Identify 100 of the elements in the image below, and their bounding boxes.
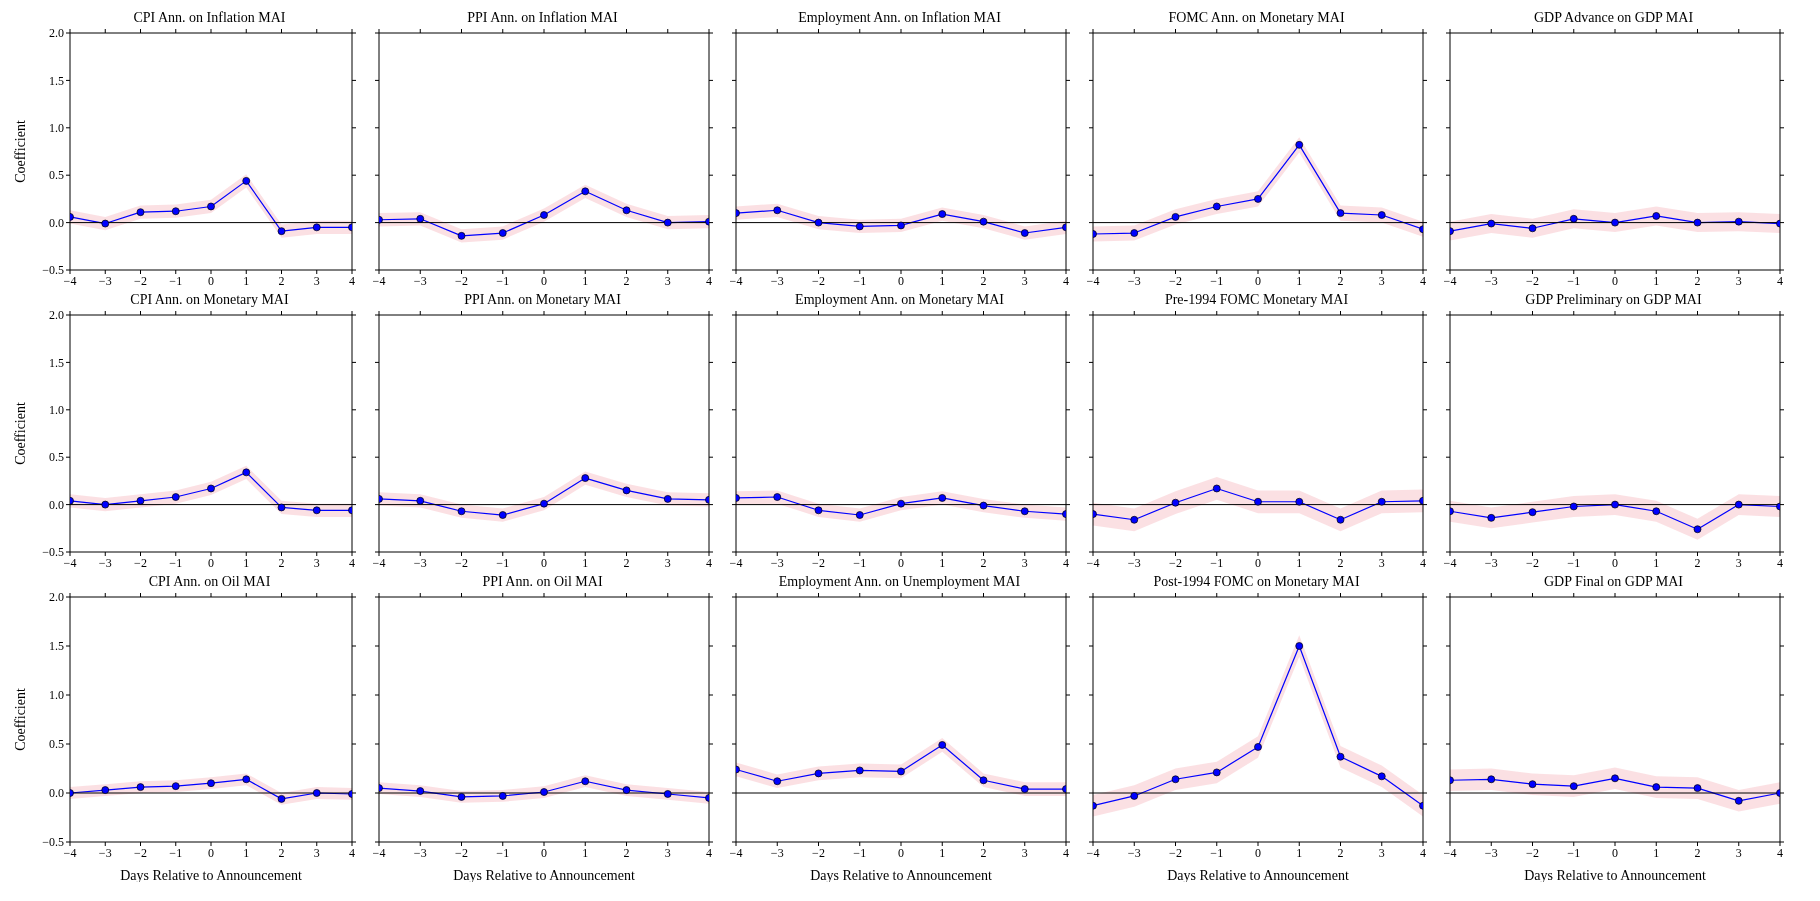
x-tick-label: 2 — [623, 555, 630, 570]
x-tick-label: 4 — [349, 555, 355, 570]
x-tick-label: −1 — [496, 273, 510, 288]
x-tick-label: 4 — [1420, 273, 1426, 288]
x-tick-label: 0 — [1612, 845, 1618, 860]
x-tick-label: 3 — [313, 555, 320, 570]
y-tick-label: −0.5 — [42, 545, 64, 560]
x-tick-label: 4 — [706, 273, 712, 288]
x-tick-label: 4 — [706, 555, 712, 570]
x-tick-label: −3 — [1484, 555, 1498, 570]
y-tick-label: 2.0 — [49, 590, 64, 605]
y-tick-label: 0.0 — [49, 786, 64, 801]
x-tick-label: −1 — [853, 555, 867, 570]
x-tick-label: 0 — [541, 273, 547, 288]
x-tick-label: 1 — [1653, 273, 1660, 288]
x-tick-label: 1 — [582, 555, 589, 570]
x-tick-label: 3 — [1378, 845, 1385, 860]
x-tick-label: −4 — [1443, 555, 1457, 570]
x-tick-label: 2 — [278, 845, 285, 860]
x-tick-label: −3 — [1127, 555, 1141, 570]
x-tick-label: 4 — [1420, 555, 1426, 570]
x-tick-label: −3 — [413, 273, 427, 288]
x-tick-label: 0 — [1255, 845, 1261, 860]
x-tick-label: 1 — [939, 273, 946, 288]
x-tick-label: 1 — [1296, 845, 1303, 860]
x-tick-label: 4 — [1777, 555, 1783, 570]
x-tick-label: −2 — [1526, 273, 1539, 288]
chart-title: CPI Ann. on Oil MAI — [147, 573, 272, 591]
x-tick-label: 4 — [706, 845, 712, 860]
x-tick-label: −3 — [1484, 845, 1498, 860]
x-tick-label: 1 — [243, 845, 250, 860]
y-tick-label: 0.5 — [49, 168, 64, 183]
x-tick-label: −1 — [1210, 845, 1224, 860]
y-tick-label: 1.5 — [49, 73, 64, 88]
x-tick-label: −4 — [1443, 845, 1457, 860]
chart-title: PPI Ann. on Oil MAI — [481, 573, 604, 591]
x-tick-label: 2 — [980, 555, 987, 570]
x-tick-label: 2 — [1694, 845, 1701, 860]
x-tick-label: −4 — [372, 845, 386, 860]
x-tick-label: 1 — [582, 273, 589, 288]
x-tick-label: −2 — [1169, 845, 1182, 860]
chart-title: Pre-1994 FOMC Monetary MAI — [1163, 291, 1350, 309]
x-tick-label: 3 — [1735, 845, 1742, 860]
x-tick-label: −4 — [1086, 555, 1100, 570]
x-tick-label: −3 — [98, 273, 112, 288]
x-tick-label: −4 — [63, 273, 77, 288]
x-tick-label: 3 — [313, 273, 320, 288]
x-tick-label: −4 — [729, 273, 743, 288]
x-tick-label: 3 — [1021, 845, 1028, 860]
chart-title: GDP Advance on GDP MAI — [1532, 9, 1695, 27]
x-tick-label: −2 — [1526, 555, 1539, 570]
x-tick-label: −4 — [372, 555, 386, 570]
x-tick-label: 4 — [1777, 845, 1783, 860]
chart-title: PPI Ann. on Inflation MAI — [466, 9, 619, 27]
x-tick-label: 0 — [898, 845, 904, 860]
x-tick-label: 3 — [664, 555, 671, 570]
y-tick-label: 2.0 — [49, 308, 64, 323]
y-axis-title: Coefficient — [12, 402, 28, 465]
y-tick-label: 0.0 — [49, 215, 64, 230]
x-tick-label: −2 — [455, 273, 468, 288]
x-tick-label: 3 — [1735, 273, 1742, 288]
x-tick-label: −4 — [1086, 845, 1100, 860]
chart-title: CPI Ann. on Inflation MAI — [132, 9, 287, 27]
x-tick-label: −1 — [1567, 845, 1581, 860]
x-tick-label: −3 — [770, 845, 784, 860]
x-tick-label: −1 — [1210, 273, 1224, 288]
x-tick-label: 2 — [980, 845, 987, 860]
chart-title: Employment Ann. on Inflation MAI — [797, 9, 1002, 27]
x-tick-label: −2 — [1169, 555, 1182, 570]
x-tick-label: 0 — [1612, 273, 1618, 288]
x-tick-label: 0 — [1255, 555, 1261, 570]
x-tick-label: 1 — [939, 555, 946, 570]
x-tick-label: −2 — [1526, 845, 1539, 860]
x-tick-label: −1 — [1567, 555, 1581, 570]
x-tick-label: 3 — [664, 845, 671, 860]
x-tick-label: −4 — [729, 845, 743, 860]
x-tick-label: −2 — [812, 555, 825, 570]
chart-title: Employment Ann. on Monetary MAI — [794, 291, 1005, 309]
y-tick-label: 0.5 — [49, 737, 64, 752]
x-tick-label: 0 — [208, 273, 214, 288]
x-tick-label: −3 — [770, 273, 784, 288]
x-tick-label: 0 — [208, 845, 214, 860]
x-tick-label: 0 — [898, 273, 904, 288]
x-tick-label: 1 — [1296, 555, 1303, 570]
x-tick-label: 1 — [1653, 845, 1660, 860]
x-tick-label: 1 — [1653, 555, 1660, 570]
x-tick-label: 2 — [1337, 555, 1344, 570]
x-tick-label: 2 — [278, 555, 285, 570]
x-tick-label: 2 — [1337, 273, 1344, 288]
x-tick-label: −2 — [134, 845, 147, 860]
x-tick-label: −2 — [134, 555, 147, 570]
x-tick-label: −2 — [1169, 273, 1182, 288]
x-tick-label: −4 — [63, 845, 77, 860]
x-tick-label: −3 — [413, 555, 427, 570]
y-tick-label: 2.0 — [49, 26, 64, 41]
y-tick-label: 1.5 — [49, 355, 64, 370]
x-tick-label: 4 — [1063, 273, 1069, 288]
chart-title: Post-1994 FOMC on Monetary MAI — [1152, 573, 1361, 591]
x-tick-label: 4 — [1777, 273, 1783, 288]
chart-title: PPI Ann. on Monetary MAI — [463, 291, 622, 309]
